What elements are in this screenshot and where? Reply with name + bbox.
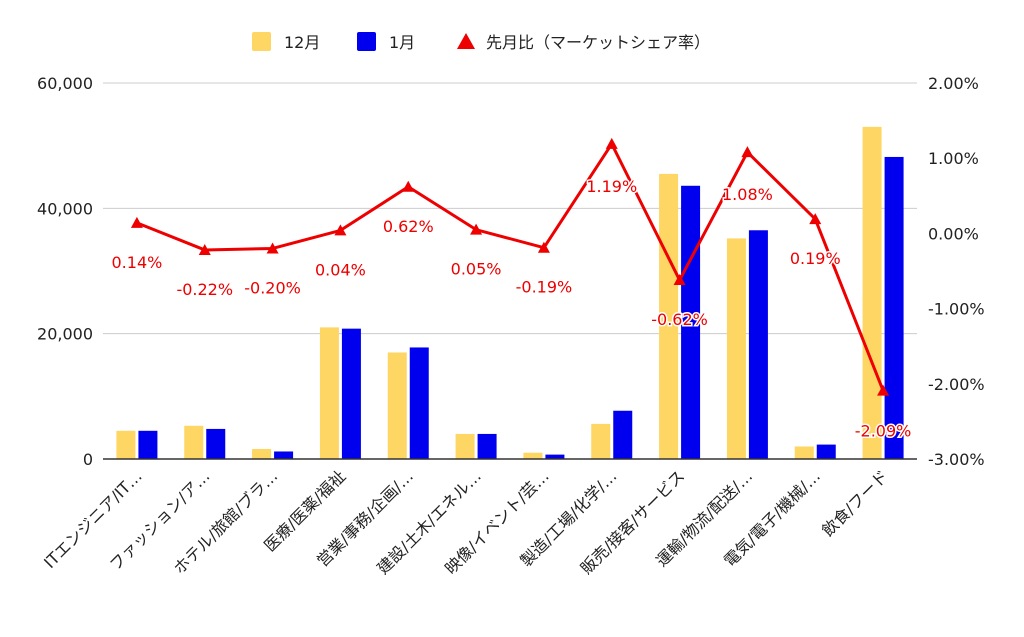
- bar-12-7: [591, 423, 611, 459]
- ratio-data-label-3: 0.04%: [315, 260, 366, 279]
- ratio-marker-10: [809, 213, 822, 225]
- ratio-marker-7: [605, 137, 618, 149]
- bar-1-2: [274, 451, 294, 459]
- ratio-data-label-7: 1.19%: [586, 177, 637, 196]
- ratio-marker-6: [537, 241, 550, 253]
- y-left-tick-label: 0: [83, 450, 93, 469]
- bar-1-8: [681, 185, 701, 460]
- y-right-tick-label: -1.00%: [928, 300, 985, 319]
- x-axis: ITエンジニア/IT…ファッション/ア…ホテル/旅館/ブラ…医療/医薬/福祉営業…: [40, 458, 917, 578]
- ratio-data-label-10: 0.19%: [790, 249, 841, 268]
- legend-label-1: 1月: [389, 33, 415, 52]
- bar-1-11: [884, 156, 904, 460]
- y-right-tick-label: -3.00%: [928, 450, 985, 469]
- bar-12-6: [523, 452, 543, 459]
- bar-1-0: [138, 430, 158, 459]
- y-right-tick-label: 1.00%: [928, 149, 979, 168]
- legend-label-ratio: 先月比（マーケットシェア率）: [486, 33, 710, 52]
- bar-12-3: [319, 327, 339, 459]
- bar-12-9: [726, 238, 746, 459]
- bar-1-5: [477, 433, 497, 459]
- ratio-line: [136, 142, 885, 392]
- ratio-data-label-8: -0.62%: [651, 310, 708, 329]
- y-axis-left: 0 20,000 40,000 60,000: [37, 74, 93, 469]
- ratio-data-label-0: 0.14%: [112, 253, 163, 272]
- bar-1-1: [206, 428, 226, 459]
- bar-1-3: [341, 328, 361, 459]
- ratio-marker-3: [334, 224, 347, 236]
- bar-12-1: [184, 425, 204, 459]
- x-tick-label-11: 飲食/フード: [818, 466, 892, 540]
- bar-12-4: [387, 352, 407, 459]
- ratio-marker-0: [130, 216, 143, 228]
- legend-swatch-1: [357, 32, 376, 51]
- bar-1-10: [816, 444, 836, 459]
- y-right-tick-label: 2.00%: [928, 74, 979, 93]
- legend-label-12: 12月: [284, 33, 320, 52]
- ratio-marker-5: [470, 223, 483, 235]
- legend: 12月 1月 先月比（マーケットシェア率）: [252, 32, 710, 52]
- ratio-data-label-4: 0.62%: [383, 217, 434, 236]
- ratio-marker-2: [266, 242, 279, 254]
- y-left-tick-label: 40,000: [37, 199, 93, 218]
- bar-1-7: [613, 410, 633, 459]
- ratio-data-label-5: 0.05%: [451, 260, 502, 279]
- ratio-marker-1: [198, 243, 211, 255]
- y-right-tick-label: -2.00%: [928, 375, 985, 394]
- bar-1-4: [409, 347, 429, 459]
- ratio-data-label-6: -0.19%: [516, 278, 573, 297]
- ratio-data-label-9: 1.08%: [722, 185, 773, 204]
- ratio-marker-4: [402, 180, 415, 192]
- bar-12-2: [252, 448, 272, 459]
- legend-marker-triangle: [457, 33, 475, 49]
- bar-12-10: [794, 446, 814, 459]
- bar-1-9: [748, 230, 768, 459]
- bar-1-6: [545, 454, 565, 459]
- bars: [116, 126, 904, 460]
- grid: [103, 82, 917, 335]
- y-left-tick-label: 60,000: [37, 74, 93, 93]
- bar-12-11: [862, 126, 882, 459]
- line-series: 0.14% -0.22% -0.20% 0.04% 0.62% 0.05% -0.19% 1.…: [110, 137, 913, 442]
- ratio-data-label-2: -0.20%: [244, 278, 301, 297]
- y-right-tick-label: 0.00%: [928, 224, 979, 243]
- ratio-marker-8: [673, 274, 686, 286]
- ratio-marker-9: [741, 146, 754, 158]
- bar-12-5: [455, 433, 475, 459]
- y-left-tick-label: 20,000: [37, 325, 93, 344]
- bar-12-0: [116, 430, 136, 459]
- ratio-marker-11: [877, 384, 890, 396]
- ratio-data-label-11: -2.09%: [855, 422, 912, 441]
- y-axis-right: 2.00% 1.00% 0.00% -1.00% -2.00% -3.00%: [928, 74, 985, 469]
- ratio-data-label-1: -0.22%: [176, 280, 233, 299]
- legend-swatch-12: [252, 32, 271, 51]
